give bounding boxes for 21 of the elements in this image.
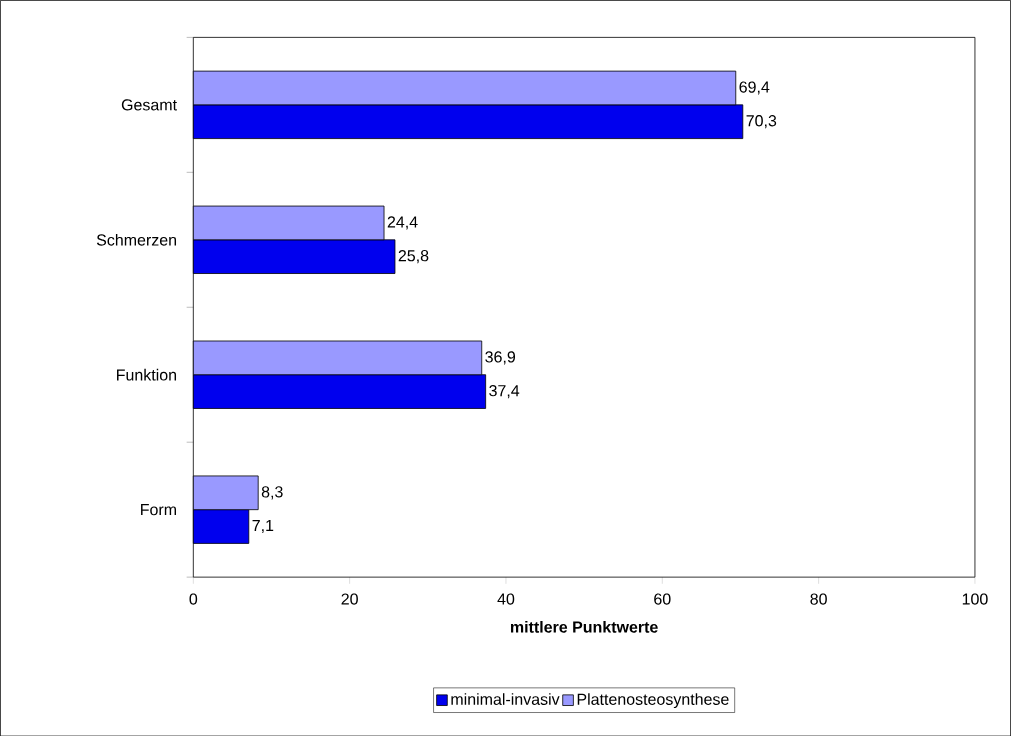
data-label: 36,9: [485, 351, 516, 365]
data-label: 24,4: [387, 216, 418, 230]
y-tick-label: Form: [141, 503, 176, 516]
y-tick-label: Gesamt: [121, 98, 177, 111]
data-label: 8,3: [261, 485, 283, 500]
data-label: 70,3: [746, 114, 777, 129]
y-tick-label: Schmerzen: [96, 233, 177, 246]
x-tick-label: 20: [341, 593, 358, 605]
x-tick-label: 100: [962, 593, 988, 605]
x-tick-label: 40: [497, 593, 515, 605]
data-label: 37,4: [489, 384, 520, 398]
x-tick-label: 0: [189, 593, 198, 605]
data-label: 7,1: [252, 519, 274, 533]
y-tick-label: Funktion: [117, 368, 177, 381]
x-tick-label: 60: [654, 593, 671, 605]
data-label: 25,8: [398, 249, 429, 264]
data-label: 69,4: [739, 81, 770, 95]
x-axis-title: mittlere Punktwerte: [510, 620, 658, 633]
legend-label: minimal-invasiv: [451, 692, 560, 705]
x-tick-label: 80: [810, 593, 827, 605]
legend-label: Plattenosteosynthese: [577, 692, 729, 708]
